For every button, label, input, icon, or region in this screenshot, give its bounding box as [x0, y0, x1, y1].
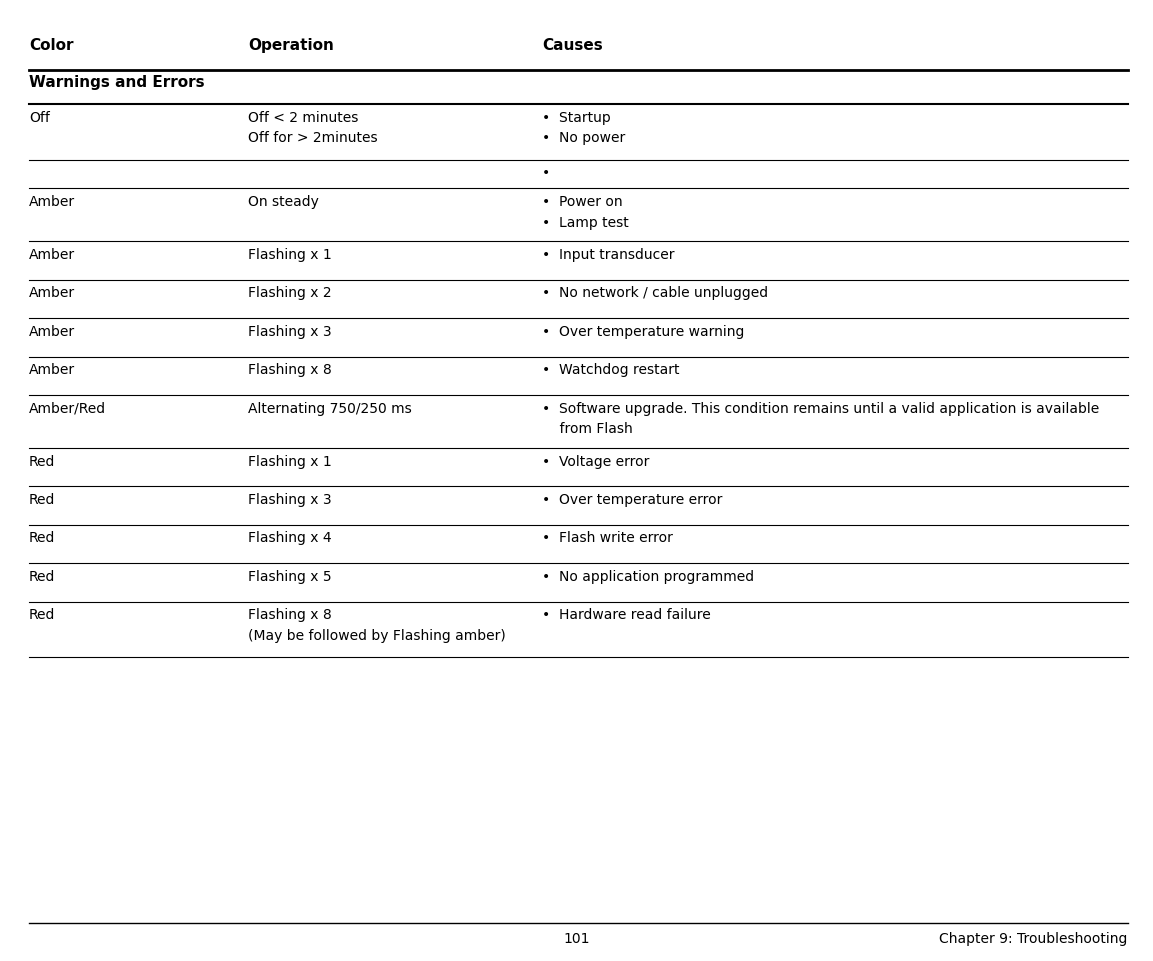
Text: Flashing x 1: Flashing x 1	[248, 455, 332, 469]
Text: Amber: Amber	[29, 195, 75, 209]
Text: •  Over temperature error: • Over temperature error	[542, 493, 722, 507]
Text: Flashing x 1: Flashing x 1	[248, 248, 332, 262]
Text: Amber: Amber	[29, 248, 75, 262]
Text: •  Over temperature warning: • Over temperature warning	[542, 325, 745, 339]
Text: Red: Red	[29, 493, 55, 507]
Text: Red: Red	[29, 608, 55, 623]
Text: Off: Off	[29, 111, 50, 125]
Text: Operation: Operation	[248, 38, 333, 54]
Text: •  Hardware read failure: • Hardware read failure	[542, 608, 710, 623]
Text: Amber: Amber	[29, 286, 75, 301]
Text: Amber: Amber	[29, 363, 75, 378]
Text: Amber/Red: Amber/Red	[29, 402, 106, 416]
Text: Causes: Causes	[542, 38, 603, 54]
Text: •  Watchdog restart: • Watchdog restart	[542, 363, 679, 378]
Text: •  Software upgrade. This condition remains until a valid application is availab: • Software upgrade. This condition remai…	[542, 402, 1099, 436]
Text: Flashing x 3: Flashing x 3	[248, 325, 332, 339]
Text: •  Startup
•  No power: • Startup • No power	[542, 111, 625, 145]
Text: Alternating 750/250 ms: Alternating 750/250 ms	[248, 402, 412, 416]
Text: Red: Red	[29, 570, 55, 584]
Text: 101: 101	[564, 932, 589, 947]
Text: Flashing x 4: Flashing x 4	[248, 531, 332, 546]
Text: Flashing x 3: Flashing x 3	[248, 493, 332, 507]
Text: •: •	[542, 166, 550, 181]
Text: •  No network / cable unplugged: • No network / cable unplugged	[542, 286, 768, 301]
Text: Warnings and Errors: Warnings and Errors	[29, 75, 204, 90]
Text: Off < 2 minutes
Off for > 2minutes: Off < 2 minutes Off for > 2minutes	[248, 111, 377, 145]
Text: •  Voltage error: • Voltage error	[542, 455, 649, 469]
Text: On steady: On steady	[248, 195, 318, 209]
Text: •  No application programmed: • No application programmed	[542, 570, 754, 584]
Text: •  Power on
•  Lamp test: • Power on • Lamp test	[542, 195, 628, 230]
Text: Amber: Amber	[29, 325, 75, 339]
Text: Flashing x 2: Flashing x 2	[248, 286, 332, 301]
Text: Color: Color	[29, 38, 74, 54]
Text: Red: Red	[29, 455, 55, 469]
Text: Flashing x 5: Flashing x 5	[248, 570, 332, 584]
Text: Flashing x 8: Flashing x 8	[248, 363, 332, 378]
Text: Flashing x 8
(May be followed by Flashing amber): Flashing x 8 (May be followed by Flashin…	[248, 608, 506, 643]
Text: •  Flash write error: • Flash write error	[542, 531, 673, 546]
Text: Chapter 9: Troubleshooting: Chapter 9: Troubleshooting	[940, 932, 1128, 947]
Text: •  Input transducer: • Input transducer	[542, 248, 675, 262]
Text: Red: Red	[29, 531, 55, 546]
